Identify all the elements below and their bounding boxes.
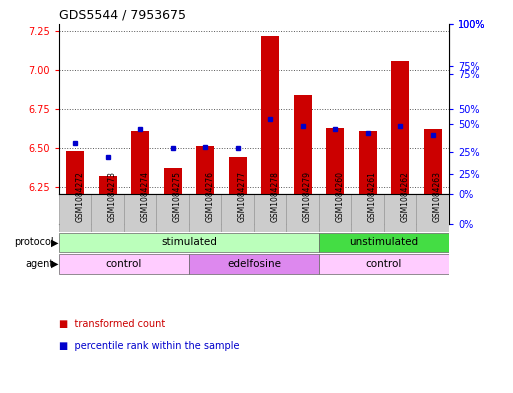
Text: GSM1084261: GSM1084261 <box>368 171 377 222</box>
Bar <box>359 131 377 195</box>
Bar <box>229 157 247 195</box>
Text: ▶: ▶ <box>50 237 58 248</box>
FancyBboxPatch shape <box>384 195 417 231</box>
Text: ■  transformed count: ■ transformed count <box>59 319 165 329</box>
Text: GSM1084275: GSM1084275 <box>173 171 182 222</box>
Text: agent: agent <box>26 259 54 269</box>
Text: unstimulated: unstimulated <box>349 237 419 248</box>
Text: GDS5544 / 7953675: GDS5544 / 7953675 <box>59 8 186 21</box>
Bar <box>294 95 311 195</box>
Bar <box>66 151 84 195</box>
Text: edelfosine: edelfosine <box>227 259 281 269</box>
Bar <box>391 61 409 195</box>
FancyBboxPatch shape <box>417 195 449 231</box>
Text: protocol: protocol <box>14 237 54 248</box>
Bar <box>164 168 182 195</box>
Text: GSM1084273: GSM1084273 <box>108 171 117 222</box>
FancyBboxPatch shape <box>351 195 384 231</box>
Text: GSM1084279: GSM1084279 <box>303 171 312 222</box>
FancyBboxPatch shape <box>319 195 351 231</box>
Text: ▶: ▶ <box>50 259 58 269</box>
Text: GSM1084278: GSM1084278 <box>270 171 279 222</box>
Text: GSM1084272: GSM1084272 <box>75 171 84 222</box>
FancyBboxPatch shape <box>319 233 449 252</box>
Text: GSM1084276: GSM1084276 <box>205 171 214 222</box>
FancyBboxPatch shape <box>59 233 319 252</box>
Text: control: control <box>366 259 402 269</box>
FancyBboxPatch shape <box>91 195 124 231</box>
Text: GSM1084260: GSM1084260 <box>335 171 344 222</box>
Bar <box>196 146 214 195</box>
FancyBboxPatch shape <box>189 254 319 274</box>
Text: GSM1084262: GSM1084262 <box>400 171 409 222</box>
FancyBboxPatch shape <box>319 254 449 274</box>
FancyBboxPatch shape <box>156 195 189 231</box>
FancyBboxPatch shape <box>189 195 222 231</box>
Bar <box>261 36 279 195</box>
FancyBboxPatch shape <box>222 195 254 231</box>
Text: stimulated: stimulated <box>161 237 217 248</box>
Bar <box>131 131 149 195</box>
Text: GSM1084263: GSM1084263 <box>432 171 442 222</box>
Text: GSM1084274: GSM1084274 <box>140 171 149 222</box>
FancyBboxPatch shape <box>59 195 91 231</box>
Bar <box>326 128 344 195</box>
Text: ■  percentile rank within the sample: ■ percentile rank within the sample <box>59 341 240 351</box>
FancyBboxPatch shape <box>59 254 189 274</box>
FancyBboxPatch shape <box>254 195 286 231</box>
Bar <box>424 129 442 195</box>
Text: GSM1084277: GSM1084277 <box>238 171 247 222</box>
Bar <box>99 176 116 195</box>
Text: control: control <box>106 259 142 269</box>
FancyBboxPatch shape <box>124 195 156 231</box>
FancyBboxPatch shape <box>286 195 319 231</box>
